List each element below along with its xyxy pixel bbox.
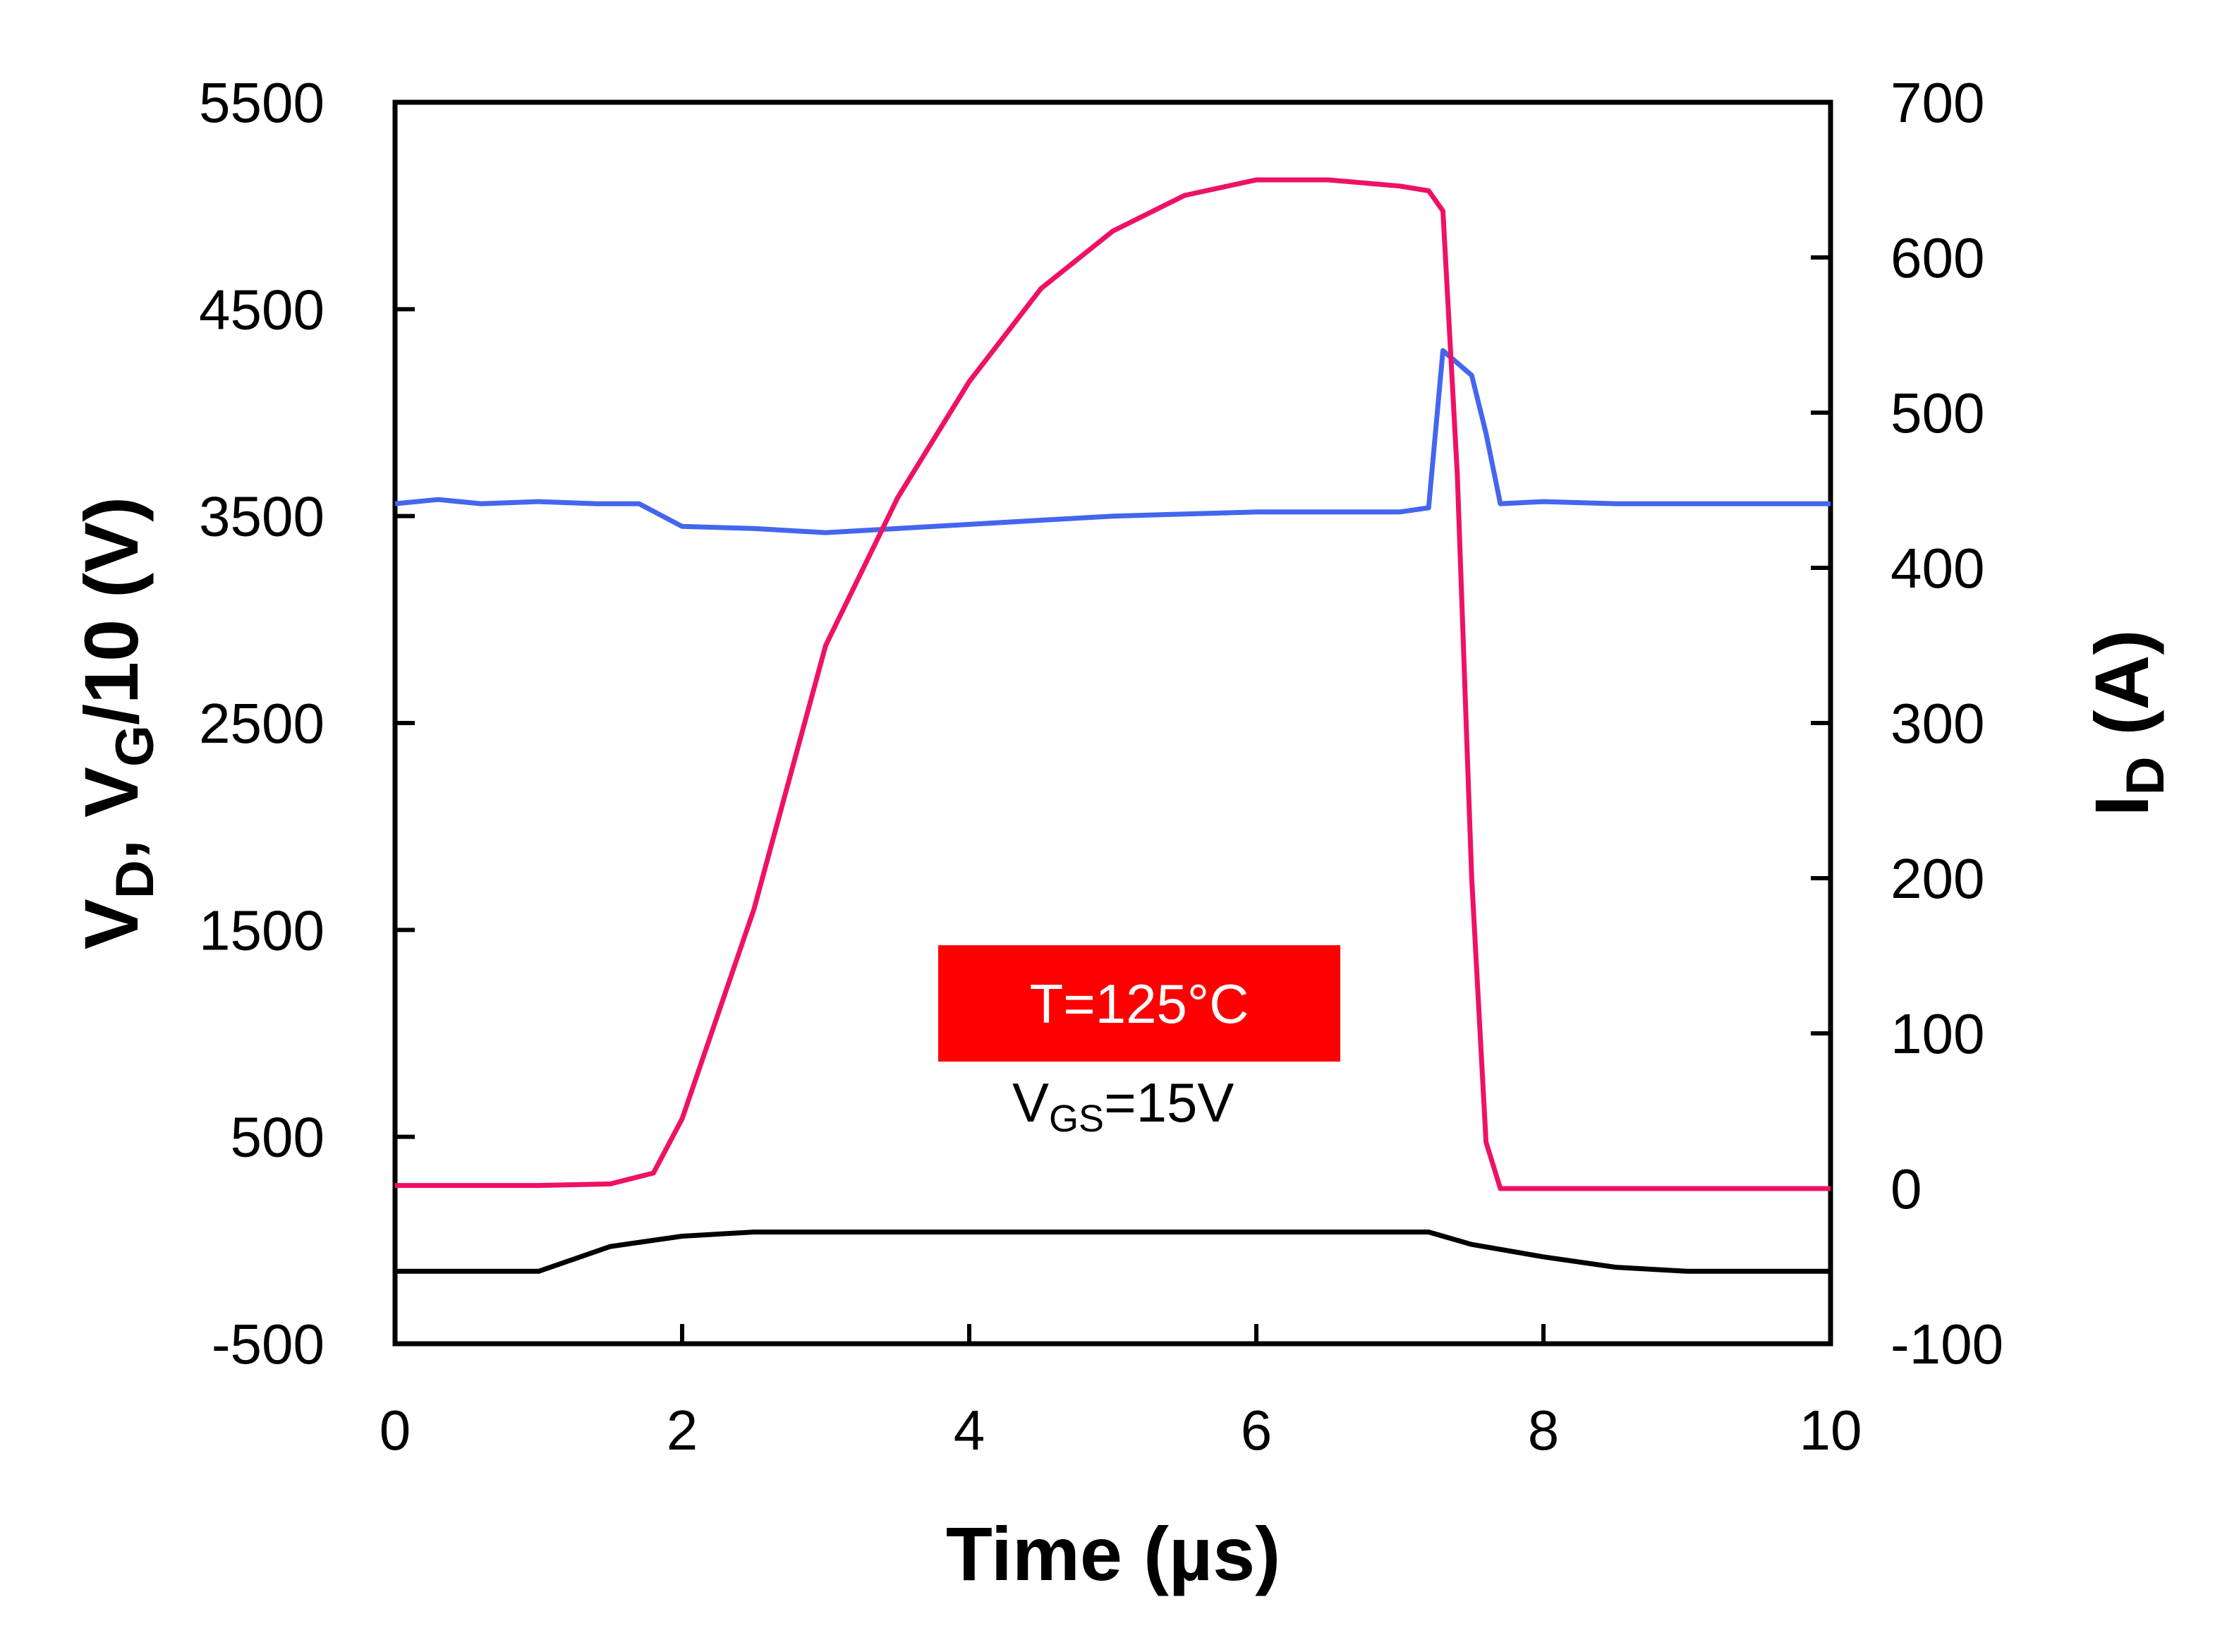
x-tick-label: 6: [1241, 1399, 1273, 1462]
y-left-title-sub2: G: [105, 725, 165, 767]
y-left-title-end: /10 (V): [68, 497, 154, 725]
y-right-tick-label: 200: [1891, 847, 1984, 910]
y-left-tick-label: 1500: [199, 899, 324, 961]
y-left-tick-label: 5500: [199, 71, 324, 134]
y-left-tick-label: 3500: [199, 485, 324, 548]
drain-current-series: [395, 177, 1831, 1191]
y-right-tick-label: 300: [1891, 692, 1984, 755]
y-right-title-end: (A): [2079, 630, 2164, 757]
x-tick-label: 0: [380, 1399, 411, 1462]
plot-frame: [392, 99, 1833, 1347]
vgs-label: VGS=15V: [1012, 1071, 1234, 1140]
y-left-tick-label: 4500: [199, 278, 324, 341]
y-left-axis-title: VD, VG/10 (V): [68, 497, 165, 949]
y-right-tick-label: 700: [1891, 71, 1984, 134]
axis-ticks: 0 2 4 6 8 10 -500 500 1500 2500 3500 4500 5500 -100 0 1…: [199, 71, 2003, 1462]
y-left-title-sub1: D: [105, 860, 165, 899]
y-left-tick-label: 500: [231, 1106, 324, 1169]
x-tick-label: 4: [954, 1399, 985, 1462]
series-layer: [394, 177, 1831, 1274]
y-left-title-main: V: [68, 899, 154, 949]
y-left-tick-label: 2500: [199, 692, 324, 755]
y-left-title-mid: , V: [68, 767, 154, 860]
gate-voltage-series: [394, 348, 1831, 535]
y-right-title-sub: D: [2116, 757, 2176, 796]
drain-voltage-series: [395, 1229, 1831, 1274]
x-tick-label: 10: [1800, 1399, 1862, 1462]
vgs-end: =15V: [1104, 1071, 1234, 1134]
temperature-label: T=125°C: [1030, 973, 1249, 1035]
temperature-badge: [938, 945, 1340, 1062]
y-right-axis-title: ID (A): [2079, 630, 2176, 817]
y-right-tick-label: 100: [1891, 1002, 1984, 1065]
x-axis-title: Time (µs): [946, 1511, 1280, 1596]
y-right-tick-label: 500: [1891, 382, 1984, 444]
y-right-title-main: I: [2079, 795, 2164, 816]
y-right-tick-label: 0: [1891, 1158, 1922, 1220]
vgs-sub: GS: [1049, 1098, 1104, 1140]
y-right-tick-label: 600: [1891, 226, 1984, 289]
x-tick-label: 2: [667, 1399, 698, 1462]
vgs-main: V: [1012, 1071, 1049, 1134]
y-right-tick-label: -100: [1891, 1313, 2003, 1375]
y-right-tick-label: 400: [1891, 537, 1984, 600]
x-tick-label: 8: [1528, 1399, 1560, 1462]
y-left-tick-label: -500: [212, 1313, 324, 1375]
